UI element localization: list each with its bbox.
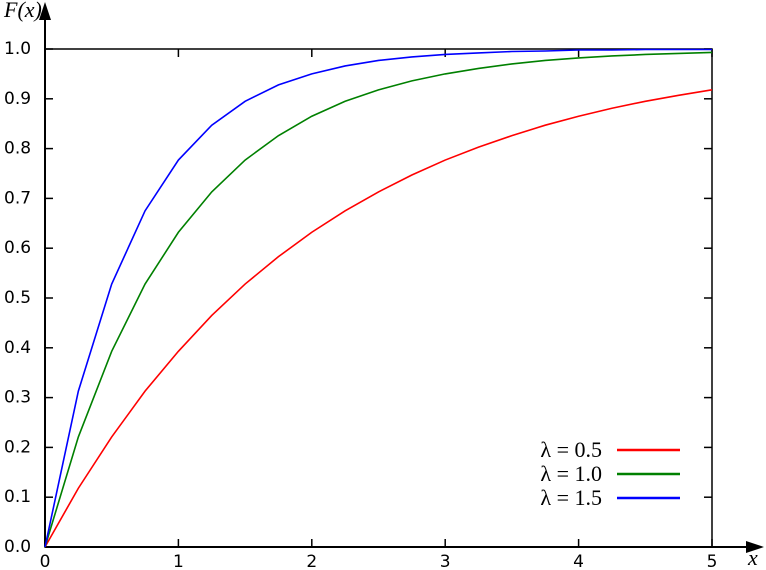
- line: [44, 89, 713, 548]
- legend-label: λ = 1.5: [540, 485, 602, 510]
- y-tick-label: 0.9: [4, 89, 31, 109]
- legend-label: λ = 0.5: [540, 437, 602, 462]
- plot-frame: [44, 48, 713, 548]
- x-tick-label: 3: [440, 552, 451, 570]
- x-tick-label: 5: [707, 552, 718, 570]
- y-tick-label: 0.8: [4, 139, 31, 159]
- y-tick-label: 0.6: [4, 238, 31, 258]
- x-tick-label: 2: [306, 552, 317, 570]
- legend-label: λ = 1.0: [540, 461, 602, 486]
- y-tick-label: 0.1: [4, 487, 31, 507]
- x-axis-arrow: [746, 541, 764, 553]
- y-axis-label: F(x): [3, 0, 42, 22]
- y-tick-label: 0.7: [4, 188, 31, 208]
- line: [44, 48, 712, 548]
- y-tick-label: 1.0: [4, 39, 31, 59]
- x-axis-label: x: [747, 545, 758, 570]
- y-tick-label: 0.2: [4, 437, 31, 457]
- y-axis-arrow: [39, 2, 51, 20]
- x-tick-label: 4: [573, 552, 584, 570]
- y-tick-label: 0.0: [4, 537, 31, 557]
- y-tick-label: 0.3: [4, 388, 31, 408]
- line: [44, 51, 713, 548]
- y-tick-label: 0.4: [4, 338, 31, 358]
- x-tick-label: 0: [40, 552, 51, 570]
- x-tick-label: 1: [173, 552, 184, 570]
- y-tick-label: 0.5: [4, 288, 31, 308]
